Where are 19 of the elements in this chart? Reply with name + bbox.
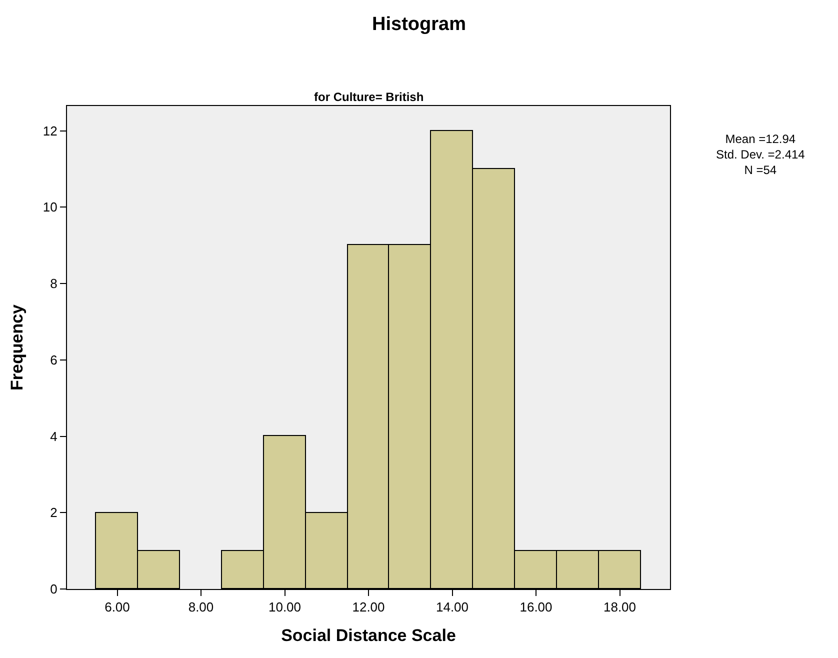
- y-tick-label: 0: [50, 582, 58, 597]
- y-tick-label: 2: [50, 505, 58, 520]
- y-tick-label: 4: [50, 428, 58, 444]
- x-axis-title: Social Distance Scale: [281, 626, 456, 645]
- y-tick-label: 8: [50, 276, 58, 292]
- chart-title: Histogram: [372, 14, 466, 35]
- x-tick-label: 10.00: [268, 600, 302, 615]
- x-tick-label: 12.00: [352, 600, 385, 615]
- x-tick-label: 14.00: [436, 600, 469, 615]
- y-tick-label: 10: [42, 200, 58, 215]
- chart-subtitle: for Culture= British: [314, 90, 424, 104]
- x-tick-label: 16.00: [520, 600, 552, 615]
- y-axis-title: Frequency: [7, 304, 26, 390]
- x-tick-label: 6.00: [104, 600, 130, 615]
- x-tick-label: 18.00: [603, 600, 636, 615]
- x-tick-label: 8.00: [188, 600, 214, 615]
- text: Mean =12.94 Std. Dev. =2.414 N =54: [716, 132, 806, 178]
- y-tick-label: 12: [42, 123, 58, 138]
- y-tick-label: 6: [50, 352, 58, 368]
